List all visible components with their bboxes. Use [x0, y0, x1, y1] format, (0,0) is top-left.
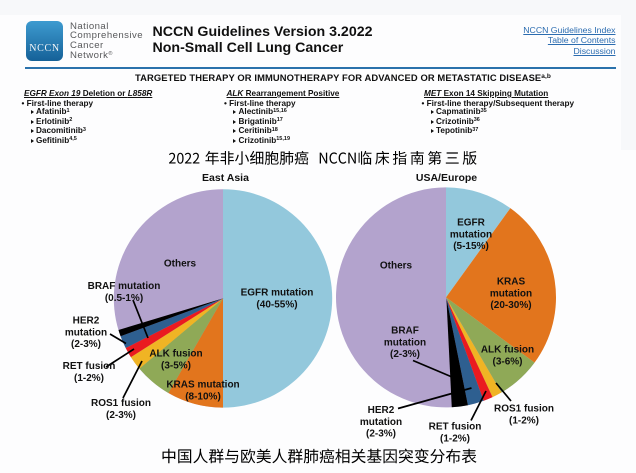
svg-text:ALK fusion: ALK fusion [149, 349, 202, 360]
svg-text:(5-15%): (5-15%) [453, 241, 489, 252]
svg-text:(20-30%): (20-30%) [490, 300, 531, 311]
svg-text:(2-3%): (2-3%) [366, 429, 396, 440]
svg-text:EGFR: EGFR [457, 218, 486, 229]
svg-text:HER2: HER2 [73, 316, 100, 327]
svg-text:USA/Europe: USA/Europe [416, 172, 477, 184]
svg-text:HER2: HER2 [368, 405, 395, 416]
svg-text:Others: Others [164, 259, 197, 270]
svg-text:mutation: mutation [360, 417, 402, 428]
svg-text:BRAF mutation: BRAF mutation [88, 281, 161, 292]
svg-text:(1-2%): (1-2%) [440, 433, 470, 444]
svg-text:mutation: mutation [65, 327, 107, 338]
svg-text:ALK fusion: ALK fusion [481, 345, 534, 356]
svg-text:(0.5-1%): (0.5-1%) [105, 293, 143, 304]
svg-text:mutation: mutation [384, 337, 426, 348]
svg-text:BRAF: BRAF [391, 326, 419, 337]
svg-text:(2-3%): (2-3%) [106, 410, 136, 421]
svg-text:KRAS: KRAS [497, 277, 526, 288]
svg-text:(2-3%): (2-3%) [390, 349, 420, 360]
svg-text:ROS1 fusion: ROS1 fusion [91, 398, 151, 409]
svg-text:(1-2%): (1-2%) [509, 415, 539, 426]
svg-text:Others: Others [380, 261, 413, 272]
svg-text:(40-55%): (40-55%) [256, 300, 297, 311]
svg-text:mutation: mutation [450, 229, 492, 240]
svg-text:EGFR mutation: EGFR mutation [241, 288, 314, 299]
svg-text:(1-2%): (1-2%) [74, 373, 104, 384]
svg-text:(3-5%): (3-5%) [161, 360, 191, 371]
svg-text:(8-10%): (8-10%) [185, 391, 221, 402]
svg-text:KRAS mutation: KRAS mutation [166, 380, 239, 391]
svg-text:(2-3%): (2-3%) [71, 339, 101, 350]
svg-text:mutation: mutation [490, 288, 532, 299]
svg-text:RET fusion: RET fusion [429, 422, 482, 433]
svg-text:(3-6%): (3-6%) [492, 356, 522, 367]
svg-text:RET fusion: RET fusion [63, 361, 116, 372]
svg-text:ROS1 fusion: ROS1 fusion [494, 404, 554, 415]
svg-text:East Asia: East Asia [202, 172, 249, 184]
